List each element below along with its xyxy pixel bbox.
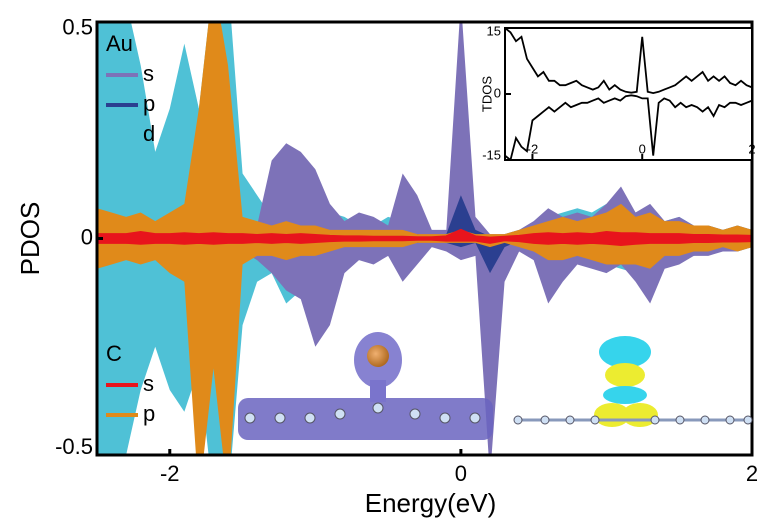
y-tick-label: 0.5 bbox=[62, 14, 93, 39]
y-tick-label: 15 bbox=[487, 23, 501, 38]
legend-label: p bbox=[143, 91, 155, 116]
x-tick-label: 2 bbox=[746, 461, 758, 486]
tdos-line bbox=[505, 28, 752, 95]
legend-group-title: Au bbox=[106, 31, 133, 56]
pdos-area bbox=[97, 238, 752, 455]
main-plot: -0.5 0 0.5 -2 0 2 PDOS Energy(eV) bbox=[15, 14, 758, 518]
x-tick-label: -2 bbox=[527, 141, 539, 156]
plot-area bbox=[97, 22, 752, 455]
x-tick-label: 0 bbox=[639, 141, 646, 156]
x-tick-label: 0 bbox=[455, 461, 467, 486]
legend-label: d bbox=[143, 121, 155, 146]
plot-area bbox=[505, 28, 752, 160]
pdos-area bbox=[97, 237, 752, 246]
y-tick-label: 0 bbox=[81, 224, 93, 249]
x-tick-label: -2 bbox=[160, 461, 180, 486]
x-axis-title: Energy(eV) bbox=[365, 488, 497, 518]
legend-group-title: C bbox=[106, 341, 122, 366]
legend-label: s bbox=[143, 61, 154, 86]
tdos-line bbox=[505, 94, 752, 160]
y-axis-title: PDOS bbox=[15, 202, 45, 276]
pdos-area bbox=[97, 238, 752, 455]
molecule-left bbox=[238, 332, 493, 440]
legend-label: s bbox=[143, 371, 154, 396]
molecule-right bbox=[513, 336, 753, 427]
inset-background bbox=[505, 28, 752, 160]
y-tick-label: -0.5 bbox=[55, 434, 93, 459]
y-axis-title: TDOS bbox=[479, 76, 494, 112]
pdos-area bbox=[97, 22, 752, 239]
x-tick-label: 2 bbox=[748, 141, 755, 156]
pdos-area bbox=[97, 228, 752, 240]
y-tick-label: 0 bbox=[494, 85, 501, 100]
legend-label: p bbox=[143, 401, 155, 426]
inset-plot: -15 0 15 -2 0 2 TDOS bbox=[479, 23, 755, 162]
y-tick-label: -15 bbox=[482, 148, 501, 163]
